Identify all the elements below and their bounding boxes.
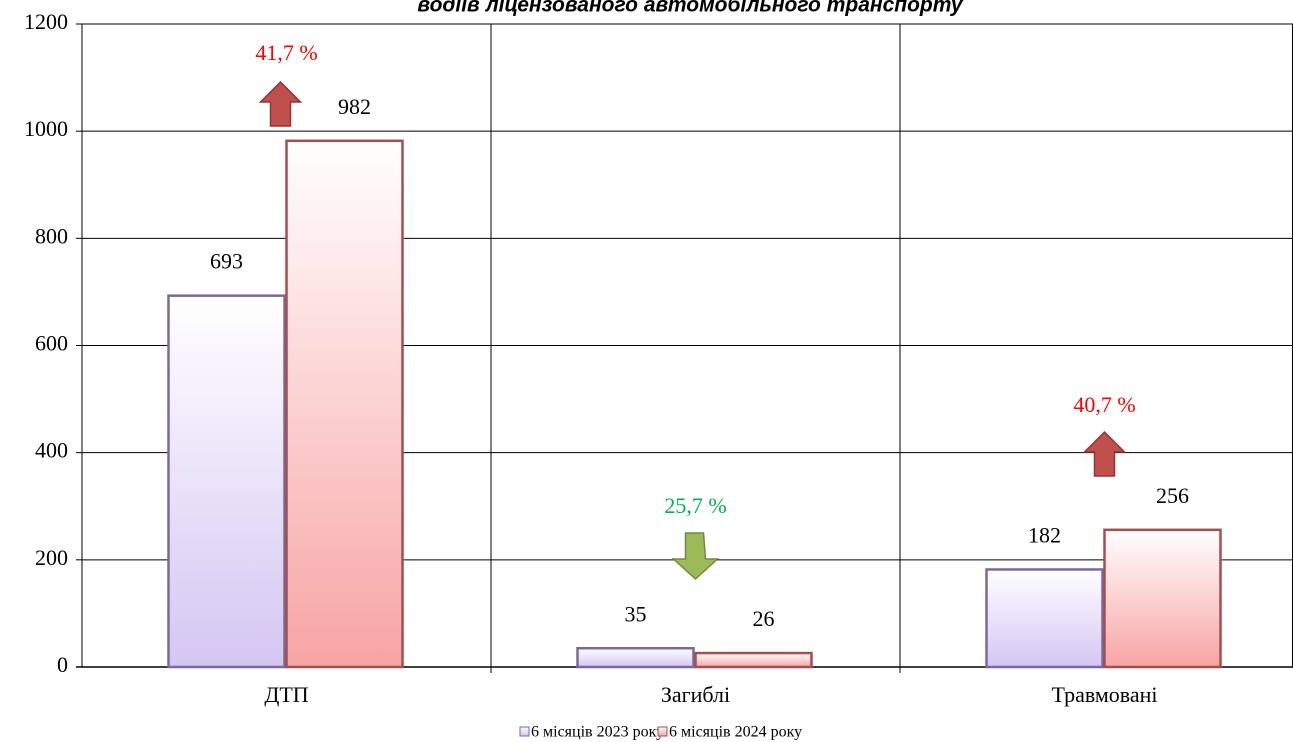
change-label: 25,7 %	[664, 493, 726, 518]
value-label: 693	[210, 249, 243, 274]
x-tick-label: Травмовані	[1051, 682, 1157, 707]
value-label: 982	[338, 94, 371, 119]
y-tick-label: 400	[35, 438, 68, 463]
legend-swatch	[519, 726, 530, 737]
bar	[1103, 528, 1222, 669]
bar	[694, 651, 813, 669]
legend-swatch	[657, 726, 668, 737]
x-tick-label: Загиблі	[661, 682, 730, 707]
y-tick-label: 1200	[24, 9, 68, 34]
chart-title: водіів ліцензованого автомобільного тран…	[417, 0, 963, 17]
legend-label: 6 місяців 2024 року	[669, 724, 802, 741]
change-arrow	[671, 532, 720, 581]
bar	[167, 294, 286, 669]
change-label: 41,7 %	[255, 40, 317, 65]
bar	[576, 646, 695, 669]
value-label: 256	[1156, 483, 1189, 508]
y-tick-label: 600	[35, 331, 68, 356]
y-tick-label: 200	[35, 545, 68, 570]
x-tick-label: ДТП	[264, 682, 308, 707]
y-tick-label: 0	[57, 652, 68, 677]
bar	[285, 139, 404, 669]
legend-label: 6 місяців 2023 року	[531, 724, 664, 741]
value-label: 35	[625, 601, 647, 626]
value-label: 182	[1028, 523, 1061, 548]
value-label: 26	[753, 606, 775, 631]
change-arrow	[1082, 430, 1127, 477]
change-arrow	[258, 80, 303, 127]
bar	[985, 568, 1104, 669]
y-tick-label: 1000	[24, 116, 68, 141]
y-tick-label: 800	[35, 223, 68, 248]
change-label: 40,7 %	[1073, 392, 1135, 417]
